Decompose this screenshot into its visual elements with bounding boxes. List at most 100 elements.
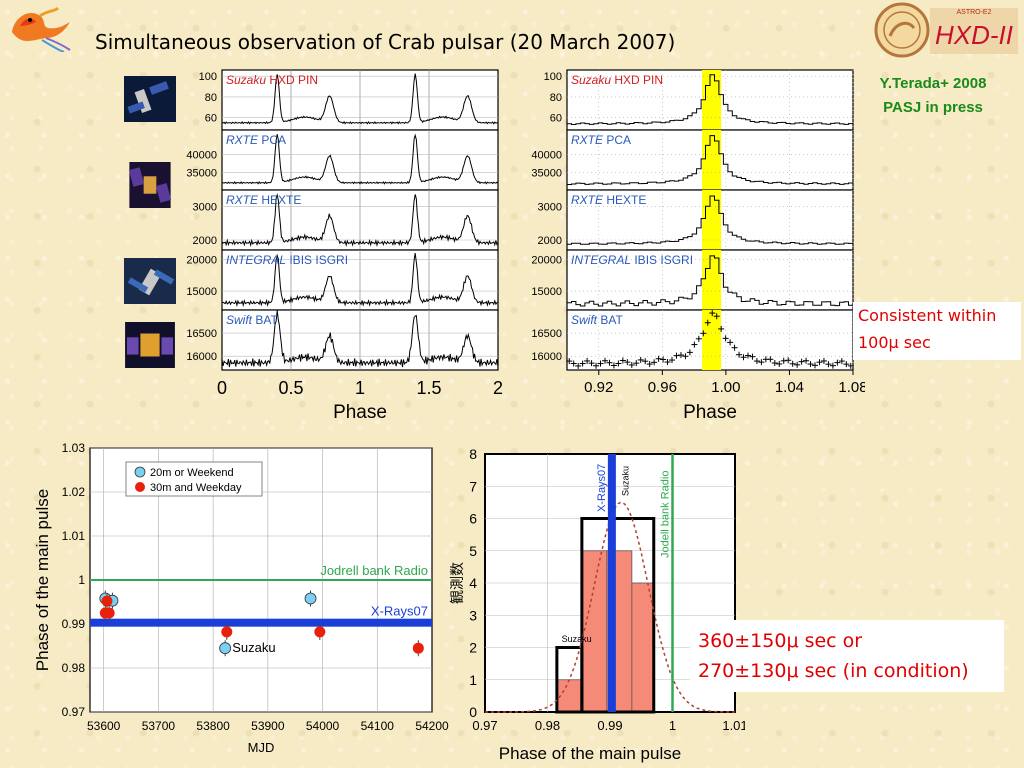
result-line1: 360±150μ sec or (698, 630, 863, 652)
y-tick-label: 2 (469, 640, 477, 656)
slide-title: Simultaneous observation of Crab pulsar … (95, 30, 676, 54)
gaussian-fit-curve (485, 501, 735, 713)
y-tick-label: 35000 (531, 167, 562, 179)
instrument-label: INTEGRAL IBIS ISGRI (226, 253, 348, 267)
citation-author: Y.Terada+ 2008 (879, 75, 987, 92)
instrument-label: INTEGRAL IBIS ISGRI (571, 253, 693, 267)
x-tick-label: 54100 (361, 719, 395, 733)
result-box: 360±150μ sec or 270±130μ sec (in conditi… (690, 620, 1004, 692)
hxd-logo: ASTRO-E2 HXD-II (872, 0, 1020, 60)
y-tick-label: 2000 (193, 235, 217, 247)
highlight-band (702, 190, 722, 250)
x-axis-label: Phase of the main pulse (499, 744, 681, 763)
lightcurve-panel: 100 80 60 Suzaku HXD PIN (199, 69, 499, 131)
y-tick-label: 15000 (531, 286, 562, 298)
profile-histogram (567, 195, 853, 245)
profile-curve (221, 133, 499, 185)
legend-marker (134, 466, 146, 478)
xray-reference-band (90, 618, 432, 627)
y-tick-label: 40000 (186, 150, 217, 162)
x-tick-label: 53900 (251, 719, 285, 733)
x-tick-label: 54000 (306, 719, 340, 733)
y-tick-label: 100 (544, 71, 562, 83)
x-tick-label: 0.98 (535, 718, 560, 733)
x-tick-label: 54200 (415, 719, 449, 733)
profile-histogram (567, 135, 853, 185)
y-tick-label: 0.98 (62, 661, 86, 675)
x-tick-label: 0.97 (472, 718, 497, 733)
x-axis-label: Phase (683, 402, 737, 423)
data-point (103, 607, 115, 619)
zoom-panel: 100 80 60 Suzaku HXD PIN (544, 69, 854, 131)
radio-reference-label: Jodell bank Radio (660, 471, 672, 558)
y-tick-label: 16500 (531, 328, 562, 340)
y-tick-label: 16000 (531, 351, 562, 363)
highlight-band (702, 250, 722, 310)
y-tick-label: 80 (550, 92, 562, 104)
y-tick-label: 4 (469, 575, 477, 591)
lightcurve-panel: 20000 15000 INTEGRAL IBIS ISGRI (186, 249, 499, 311)
y-tick-label: 60 (550, 113, 562, 125)
consistency-note-line1: Consistent within (858, 306, 997, 325)
y-tick-label: 60 (205, 113, 217, 125)
x-tick-label: 1.00 (711, 379, 740, 396)
y-tick-label: 8 (469, 446, 477, 462)
zoom-panel: 3000 2000 RXTE HEXTE (538, 189, 854, 251)
instrument-label: Swift BAT (226, 313, 278, 327)
lightcurve-full-phase-chart: 100 80 60 Suzaku HXD PIN 40000 35000 RXTE PCA 3… (186, 69, 503, 423)
lightcurve-zoom-chart: 100 80 60 Suzaku HXD PIN 40000 35000 RXTE PCA 3… (531, 69, 865, 423)
legend-marker (135, 482, 145, 492)
profile-curve (221, 192, 499, 248)
y-tick-label: 7 (469, 478, 477, 494)
consistency-note: Consistent within 100μ sec (853, 302, 1021, 360)
point-annotation: Suzaku (232, 640, 275, 655)
y-tick-label: 20000 (531, 254, 562, 266)
y-tick-label: 16500 (186, 328, 217, 340)
suzaku-satellite-icon (124, 76, 176, 122)
legend: 20m or Weekend 30m and Weekday (125, 461, 263, 497)
instrument-label: Suzaku HXD PIN (226, 73, 318, 87)
y-tick-label: 0.99 (62, 617, 86, 631)
xray-reference-band (607, 454, 616, 712)
instrument-label: RXTE PCA (226, 133, 286, 147)
y-tick-label: 6 (469, 511, 477, 527)
y-tick-label: 15000 (186, 286, 217, 298)
y-axis-label: Phase of the main pulse (33, 489, 52, 671)
y-tick-label: 40000 (531, 150, 562, 162)
hxd-logo-text: HXD-II (935, 20, 1013, 50)
x-tick-label: 53600 (87, 719, 121, 733)
lightcurve-panel: 3000 2000 RXTE HEXTE (193, 189, 499, 251)
profile-curve (221, 310, 499, 368)
data-point (101, 595, 113, 607)
histogram-bar (631, 582, 655, 713)
result-line2: 270±130μ sec (in condition) (698, 660, 969, 682)
rxte-satellite-icon (128, 162, 172, 208)
integral-satellite-icon (124, 258, 176, 304)
x-tick-label: 0.5 (278, 378, 303, 398)
lightcurve-panel: 40000 35000 RXTE PCA (186, 129, 499, 191)
legend-box (125, 461, 263, 497)
y-tick-label: 3 (469, 607, 477, 623)
y-tick-label: 3000 (193, 202, 217, 214)
data-point (314, 626, 326, 638)
profile-histogram (567, 255, 853, 307)
y-tick-label: 1.02 (62, 485, 86, 499)
profile-curve (221, 73, 499, 125)
x-tick-label: 1.01 (722, 718, 745, 733)
data-point (412, 642, 424, 654)
xray-reference-label: X-Rays07 (596, 464, 608, 512)
x-tick-label: 1 (669, 718, 676, 733)
x-tick-label: 1.04 (775, 379, 804, 396)
highlight-band (702, 310, 722, 370)
y-tick-label: 16000 (186, 351, 217, 363)
y-tick-label: 1.01 (62, 529, 86, 543)
x-tick-label: 0 (217, 378, 227, 398)
histogram-bar (581, 550, 608, 713)
data-point (304, 592, 317, 605)
instrument-label: Swift BAT (571, 313, 623, 327)
legend-label: 30m and Weekday (150, 482, 242, 494)
legend-label: 20m or Weekend (150, 467, 234, 479)
citation: Y.Terada+ 2008 PASJ in press (858, 72, 1008, 120)
suzaku-label: Suzaku (562, 634, 592, 644)
instrument-label: RXTE HEXTE (226, 193, 301, 207)
